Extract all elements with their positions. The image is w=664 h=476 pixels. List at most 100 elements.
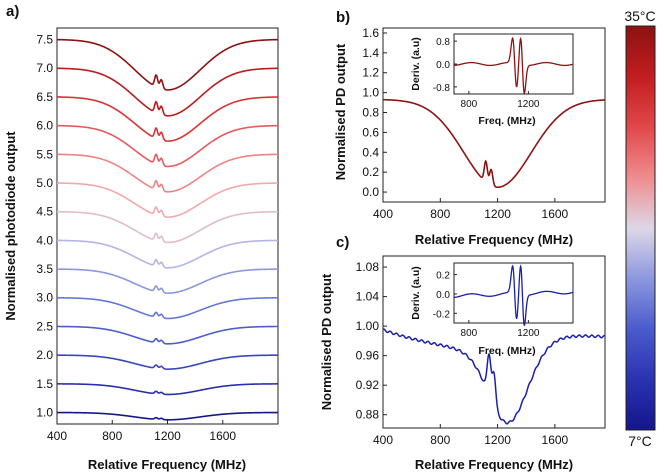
panel-a-series xyxy=(57,38,278,421)
series-line xyxy=(383,328,605,425)
series-line xyxy=(57,325,278,345)
panel-c: c) 400 800 1200 1600 0.88 0.92 0.96 1.00 1.04 1.0… xyxy=(319,234,606,472)
panel-a-ylabel: Normalised photodiode output xyxy=(3,131,18,321)
y-tick-label: 3.0 xyxy=(36,291,53,305)
y-tick-label: 1.00 xyxy=(356,319,380,333)
y-tick-label: -0.2 xyxy=(433,309,451,320)
y-tick-label: 4.0 xyxy=(36,233,53,247)
panel-b-inset-ylabel: Deriv. (a.u) xyxy=(410,37,422,90)
y-tick-label: 0.0 xyxy=(362,185,379,199)
y-tick-label: 3.5 xyxy=(36,262,53,276)
series-line xyxy=(57,38,278,91)
panel-c-ylabel: Normalised PD output xyxy=(319,273,334,410)
series-line xyxy=(57,411,278,421)
x-tick-label: 800 xyxy=(461,99,478,110)
panel-c-inset-xlabel: Freq. (MHz) xyxy=(478,345,535,357)
x-tick-label: 400 xyxy=(373,207,393,221)
series-line xyxy=(57,210,278,244)
y-tick-label: 7.0 xyxy=(36,61,53,75)
x-tick-label: 1200 xyxy=(484,207,511,221)
y-tick-label: 0.96 xyxy=(356,349,380,363)
y-tick-label: 0.8 xyxy=(436,37,450,48)
colorbar: 35°C 7°C xyxy=(624,8,655,449)
y-tick-label: 1.5 xyxy=(36,377,53,391)
y-tick-label: 5.0 xyxy=(36,176,53,190)
series-line xyxy=(57,354,278,370)
panel-b-frame xyxy=(382,27,606,203)
y-tick-label: 4.5 xyxy=(36,205,53,219)
panel-b-label: b) xyxy=(336,9,350,26)
panel-c-label: c) xyxy=(336,234,349,251)
series-line xyxy=(57,124,278,168)
panel-b: b) 400 800 1200 1600 0.0 0.2 0.4 0.6 0.8 1.0 1.2 1.… xyxy=(333,9,606,247)
colorbar-gradient xyxy=(625,25,656,431)
panel-b-ylabel: Normalised PD output xyxy=(333,43,348,180)
x-tick-label: 800 xyxy=(102,429,122,443)
series-line xyxy=(57,182,278,218)
panel-c-inset-series xyxy=(453,264,574,326)
panel-b-xlabel: Relative Frequency (MHz) xyxy=(415,232,573,247)
panel-b-inset: 800 1200 0.8 0.0 -0.8 Freq. (MHz) Deriv. (a.… xyxy=(410,33,574,127)
panel-a: a) 400 800 1200 1600 1.0 1.5 2.0 2.5 3.0 3.5 4.0 4.… xyxy=(3,3,279,472)
panel-b-inset-xlabel: Freq. (MHz) xyxy=(478,115,535,127)
panel-b-ticks: 400 800 1200 1600 0.0 0.2 0.4 0.6 0.8 1.0 1.2 1.4 1.… xyxy=(362,26,568,221)
x-tick-label: 800 xyxy=(430,433,450,447)
y-tick-label: 1.0 xyxy=(36,406,53,420)
series-line xyxy=(57,153,278,193)
colorbar-bottom-label: 7°C xyxy=(628,433,652,449)
y-tick-label: 7.5 xyxy=(36,32,53,46)
panel-a-xlabel: Relative Frequency (MHz) xyxy=(88,457,246,472)
x-tick-label: 1600 xyxy=(209,429,236,443)
x-tick-label: 800 xyxy=(461,328,478,339)
x-tick-label: 400 xyxy=(47,429,67,443)
y-tick-label: 6.5 xyxy=(36,90,53,104)
x-tick-label: 400 xyxy=(373,433,393,447)
y-tick-label: 1.2 xyxy=(362,66,379,80)
y-tick-label: 0.0 xyxy=(436,290,450,301)
series-line xyxy=(57,239,278,269)
x-tick-label: 1200 xyxy=(517,328,540,339)
series-line xyxy=(57,67,278,117)
colorbar-top-label: 35°C xyxy=(624,8,655,24)
panel-c-frame xyxy=(382,255,606,429)
x-tick-label: 1200 xyxy=(154,429,181,443)
panel-c-ticks: 400 800 1200 1600 0.88 0.92 0.96 1.00 1.04 1.08 xyxy=(356,260,569,447)
y-tick-label: 2.0 xyxy=(36,348,53,362)
x-tick-label: 800 xyxy=(430,207,450,221)
y-tick-label: 5.5 xyxy=(36,147,53,161)
y-tick-label: 1.04 xyxy=(356,290,380,304)
y-tick-label: 0.2 xyxy=(436,271,450,282)
y-tick-label: 1.0 xyxy=(362,86,379,100)
y-tick-label: 0.2 xyxy=(362,165,379,179)
panel-b-inset-ticks: 800 1200 0.8 0.0 -0.8 xyxy=(433,37,540,110)
series-line xyxy=(57,297,278,320)
y-tick-label: 1.6 xyxy=(362,26,379,40)
panel-a-label: a) xyxy=(6,3,19,20)
y-tick-label: 0.6 xyxy=(362,125,379,139)
y-tick-label: 0.4 xyxy=(362,145,379,159)
panel-c-inset-ticks: 800 1200 0.2 0.0 -0.2 xyxy=(433,271,540,339)
panel-a-frame xyxy=(56,27,279,425)
panel-c-inset: 800 1200 0.2 0.0 -0.2 Freq. (MHz) Deriv. (a.… xyxy=(410,262,574,357)
panel-a-ticks: 400 800 1200 1600 1.0 1.5 2.0 2.5 3.0 3.5 4.0 4.5 5.… xyxy=(36,32,236,443)
y-tick-label: -0.8 xyxy=(433,83,451,94)
y-tick-label: 1.08 xyxy=(356,260,380,274)
panel-b-series xyxy=(383,98,605,189)
y-tick-label: 0.0 xyxy=(436,60,450,71)
panel-c-xlabel: Relative Frequency (MHz) xyxy=(415,457,573,472)
y-tick-label: 0.8 xyxy=(362,106,379,120)
x-tick-label: 1200 xyxy=(484,433,511,447)
y-tick-label: 6.0 xyxy=(36,119,53,133)
y-tick-label: 0.92 xyxy=(356,378,380,392)
panel-c-inset-ylabel: Deriv. (a.u) xyxy=(410,266,422,319)
y-tick-label: 0.88 xyxy=(356,408,380,422)
series-line xyxy=(57,96,278,142)
x-tick-label: 1600 xyxy=(542,433,569,447)
inset-series-line xyxy=(453,264,574,326)
y-tick-label: 1.4 xyxy=(362,46,379,60)
panel-b-inset-series xyxy=(453,36,574,94)
series-line xyxy=(57,268,278,294)
inset-series-line xyxy=(453,36,574,94)
x-tick-label: 1200 xyxy=(517,99,540,110)
